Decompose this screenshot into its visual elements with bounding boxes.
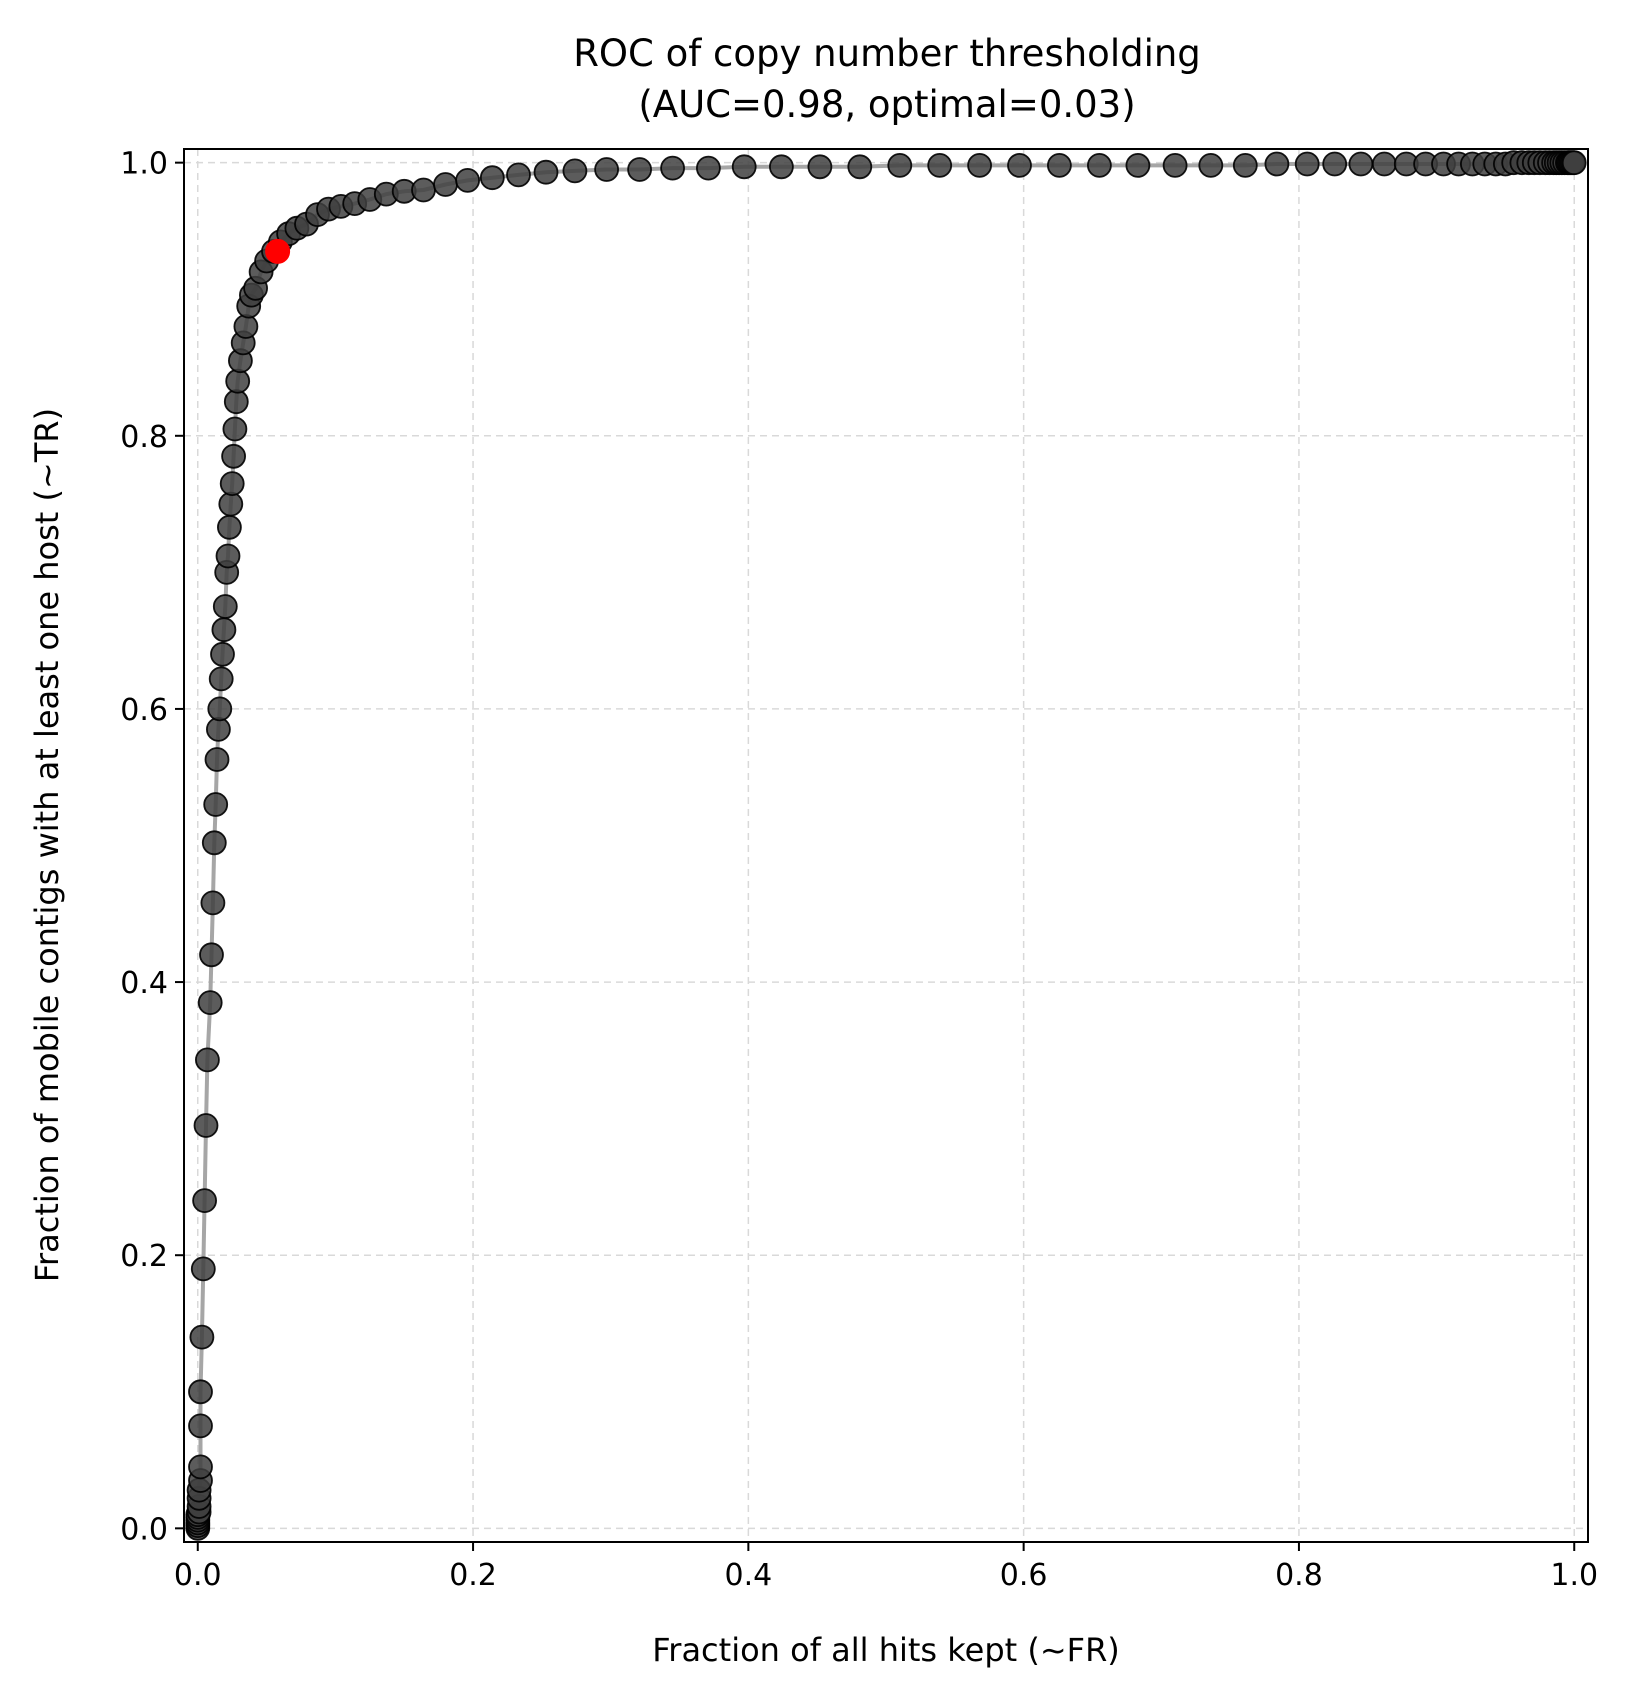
y-axis-label: Fraction of mobile contigs with at least… <box>28 408 66 1282</box>
roc-point-88 <box>1348 151 1374 177</box>
optimal-point-group <box>265 238 291 264</box>
roc-point-75 <box>887 152 913 178</box>
roc-point-23 <box>203 792 229 817</box>
roc-point-62 <box>455 167 481 193</box>
roc-point-77 <box>967 152 992 178</box>
roc-point-42 <box>233 314 259 339</box>
roc-points <box>185 150 1587 1541</box>
roc-point-78 <box>1007 152 1032 178</box>
x-axis-label: Fraction of all hits kept (~FR) <box>652 1631 1120 1669</box>
roc-point-70 <box>696 155 721 181</box>
roc-point-29 <box>211 617 237 643</box>
roc-point-80 <box>1087 152 1112 178</box>
roc-point-79 <box>1047 152 1072 178</box>
roc-point-22 <box>201 830 227 856</box>
roc-point-69 <box>660 155 685 181</box>
roc-point-12 <box>188 1413 213 1439</box>
roc-point-30 <box>212 594 238 619</box>
roc-point-83 <box>1198 152 1224 178</box>
roc-point-60 <box>411 177 436 203</box>
roc-point-76 <box>927 152 953 178</box>
roc-point-28 <box>210 641 235 667</box>
y-tick-label: 0.2 <box>120 1239 168 1274</box>
y-axis-ticks: 0.0 0.2 0.4 0.6 0.8 1.0 <box>120 147 184 1547</box>
roc-point-36 <box>221 443 247 469</box>
y-tick-label: 0.8 <box>120 420 168 455</box>
roc-point-33 <box>216 514 242 540</box>
roc-point-63 <box>479 165 505 191</box>
y-tick-label: 0.4 <box>120 966 168 1001</box>
roc-point-21 <box>200 890 226 916</box>
roc-point-24 <box>204 747 230 772</box>
roc-point-19 <box>197 990 223 1015</box>
y-tick-label: 0.6 <box>120 693 168 728</box>
roc-point-25 <box>205 717 231 742</box>
roc-point-14 <box>189 1324 215 1350</box>
roc-point-61 <box>433 172 458 197</box>
roc-point-66 <box>562 158 588 184</box>
roc-point-73 <box>807 154 833 180</box>
roc-point-85 <box>1264 151 1290 177</box>
roc-point-89 <box>1371 151 1397 177</box>
roc-point-32 <box>215 543 241 569</box>
roc-point-27 <box>208 666 234 692</box>
roc-point-86 <box>1294 151 1320 177</box>
roc-point-13 <box>188 1379 213 1405</box>
roc-point-81 <box>1125 152 1151 178</box>
roc-point-72 <box>769 154 794 180</box>
chart-title-line-2: (AUC=0.98, optimal=0.03) <box>638 83 1135 126</box>
roc-point-67 <box>594 157 619 182</box>
roc-point-35 <box>219 471 245 497</box>
roc-point-38 <box>223 389 249 415</box>
plot-frame <box>183 148 1589 1543</box>
roc-point-16 <box>192 1188 218 1213</box>
roc-point-34 <box>218 491 244 517</box>
x-axis-ticks: 0.0 0.2 0.4 0.6 0.8 1.0 <box>174 1542 1598 1593</box>
y-tick-label: 1.0 <box>120 147 168 182</box>
roc-point-82 <box>1162 152 1188 178</box>
roc-point-68 <box>627 157 652 182</box>
roc-point-18 <box>194 1047 220 1073</box>
x-tick-label: 0.6 <box>1000 1558 1048 1593</box>
roc-point-20 <box>199 942 224 968</box>
x-tick-label: 0.8 <box>1275 1558 1323 1593</box>
x-tick-label: 0.0 <box>174 1558 222 1593</box>
roc-point-65 <box>533 159 559 185</box>
roc-point-39 <box>225 368 251 394</box>
roc-point-71 <box>731 154 757 180</box>
roc-point-17 <box>193 1113 219 1138</box>
chart-title-line-1: ROC of copy number thresholding <box>573 32 1201 75</box>
x-tick-label: 0.2 <box>449 1558 497 1593</box>
roc-point-115 <box>1561 150 1587 176</box>
roc-point-87 <box>1322 151 1348 177</box>
roc-point-26 <box>207 696 233 722</box>
roc-point-11 <box>188 1454 213 1480</box>
x-tick-label: 1.0 <box>1550 1558 1598 1593</box>
roc-point-15 <box>190 1256 216 1282</box>
x-tick-label: 0.4 <box>724 1558 772 1593</box>
roc-point-64 <box>506 162 531 188</box>
roc-point-37 <box>222 416 248 442</box>
roc-point-74 <box>847 154 873 180</box>
optimal-point <box>265 238 291 264</box>
y-tick-label: 0.0 <box>120 1512 168 1547</box>
roc-point-84 <box>1232 152 1258 178</box>
